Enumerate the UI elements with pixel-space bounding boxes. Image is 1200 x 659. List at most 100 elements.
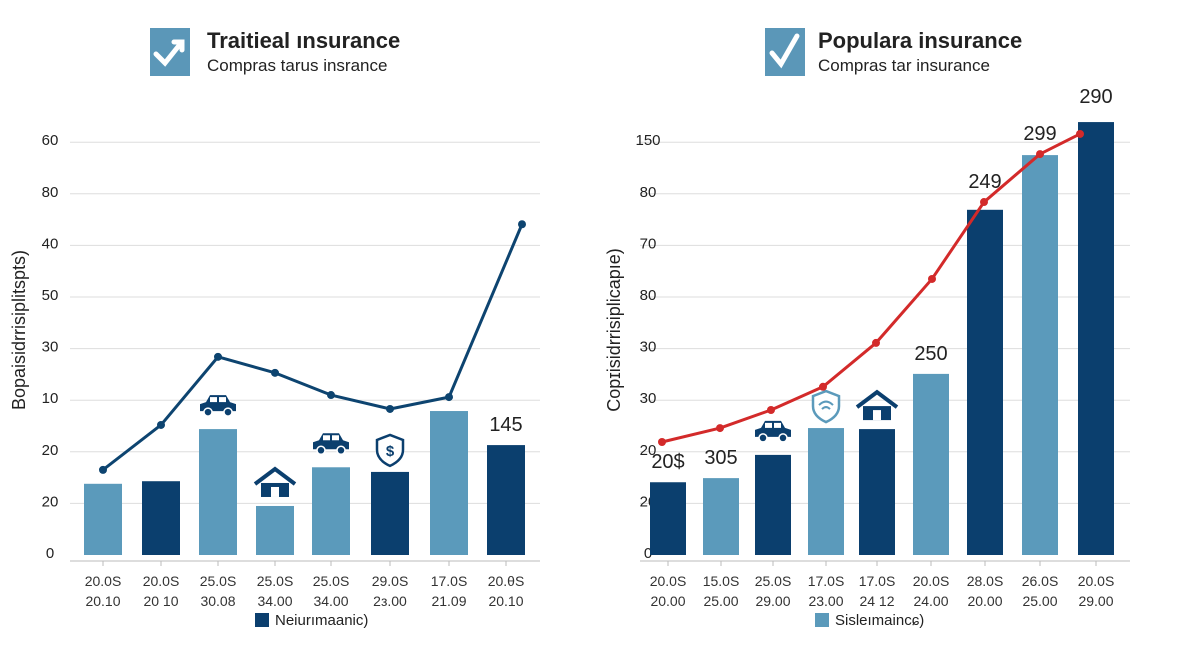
shield-wifi-icon [811, 389, 841, 424]
line-point [716, 424, 724, 433]
shield-outline [375, 433, 405, 468]
car-body [200, 395, 236, 412]
wifi-arcs [818, 400, 834, 410]
x-tick-label: 2з.00 [373, 593, 407, 609]
x-tick-label: 25.0S [200, 573, 237, 589]
bar [1022, 155, 1058, 555]
x-tick-label: 20.θS [488, 573, 525, 589]
bar [967, 209, 1003, 555]
x-tick-label: 17.0S [431, 573, 468, 589]
car-window [765, 422, 772, 428]
data-label: 20$ [651, 451, 684, 473]
y-tick-label: 20 [42, 493, 59, 510]
x-tick-label: 20.0S [650, 573, 687, 589]
bar [913, 373, 949, 555]
legend-swatch [815, 613, 829, 627]
chart-subtitle: Compras tar insurance [818, 56, 990, 75]
check-icon [765, 28, 805, 76]
line-point [872, 338, 880, 347]
car-wheel [223, 407, 233, 417]
house-door [271, 486, 279, 497]
x-tick-label: 25.00 [1022, 593, 1057, 609]
x-tick-label: 21.09 [431, 593, 466, 609]
line-point [386, 404, 394, 413]
y-tick-label: 20 [640, 442, 657, 459]
y-tick-label: 60 [42, 132, 59, 149]
line-point [658, 437, 666, 446]
line-point [157, 420, 165, 429]
car-icon [755, 420, 791, 443]
line-point [1076, 129, 1084, 138]
car-window [774, 422, 781, 428]
house-icon [253, 466, 297, 497]
line-point [445, 393, 453, 402]
x-tick-label: 24.00 [913, 593, 948, 609]
car-window [219, 397, 226, 403]
x-tick-label: 34.00 [313, 593, 348, 609]
y-tick-label: 10 [42, 390, 59, 407]
line-point [767, 406, 775, 415]
bar [808, 428, 844, 555]
y-tick-label: 150 [635, 132, 660, 149]
car-wheel [336, 445, 346, 456]
house-roof [253, 466, 297, 486]
x-tick-label: 25.0S [755, 573, 792, 589]
chart-title: Populara insurance [818, 28, 1022, 53]
legend-label: Neiurımaanic) [275, 612, 368, 629]
bar [859, 429, 895, 555]
y-tick-label: 0 [644, 545, 652, 562]
y-axis-label: Copɪisidrrisiplicapıe) [604, 248, 624, 411]
x-tick-label: 26.0S [1022, 573, 1059, 589]
x-tick-label: 20.0S [85, 573, 122, 589]
line-point [1036, 150, 1044, 159]
x-tick-label: 30.08 [200, 593, 235, 609]
house-roof [855, 389, 899, 409]
x-tick-label: 17.0S [859, 573, 896, 589]
dollar-sign: $ [386, 443, 395, 460]
line-point [99, 465, 107, 474]
line-point [327, 391, 335, 400]
bar [84, 483, 122, 555]
x-tick-label: 29.0S [372, 573, 409, 589]
y-tick-label: 0 [46, 545, 54, 562]
shield-dollar-icon: $ [375, 433, 405, 468]
x-tick-label: 20.10 [85, 593, 120, 609]
chart-subtitle: Compras tarus insrance [207, 56, 387, 75]
line-point [271, 368, 279, 377]
car-icon [313, 433, 349, 456]
y-tick-label: 40 [42, 235, 59, 252]
data-label: 249 [968, 171, 1001, 193]
y-axis-label: Bopaisidrrisiplitspts) [9, 250, 29, 410]
bar [703, 478, 739, 555]
y-tick-label: 80 [640, 184, 657, 201]
legend-label: Sisleımaincɕ) [835, 612, 924, 629]
y-tick-label: 30 [640, 390, 657, 407]
x-tick-label: 20.0S [913, 573, 950, 589]
car-wheel [203, 407, 213, 417]
data-label: 290 [1079, 86, 1112, 108]
x-tick-label: 24 12 [859, 593, 894, 609]
y-tick-label: 30 [42, 339, 59, 356]
line-point [214, 352, 222, 361]
chart-title: Traitieal ınsurance [207, 28, 400, 53]
line-point [928, 274, 936, 283]
y-tick-label: 20 [42, 442, 59, 459]
car-icon [200, 395, 236, 417]
bar [430, 411, 468, 555]
x-tick-label: 25.0S [313, 573, 350, 589]
bar [142, 481, 180, 555]
car-window [332, 435, 339, 441]
x-tick-label: 29.00 [1078, 593, 1113, 609]
line-point [819, 382, 827, 391]
bar [256, 505, 294, 555]
house-icon [855, 389, 899, 421]
car-body [755, 420, 791, 437]
car-wheel [778, 433, 788, 443]
bar [199, 429, 237, 555]
x-tick-label: 15.0S [703, 573, 740, 589]
car-body [313, 433, 349, 450]
x-tick-label: 20 10 [143, 593, 178, 609]
data-label: 305 [704, 447, 737, 469]
y-tick-label: 80 [640, 287, 657, 304]
